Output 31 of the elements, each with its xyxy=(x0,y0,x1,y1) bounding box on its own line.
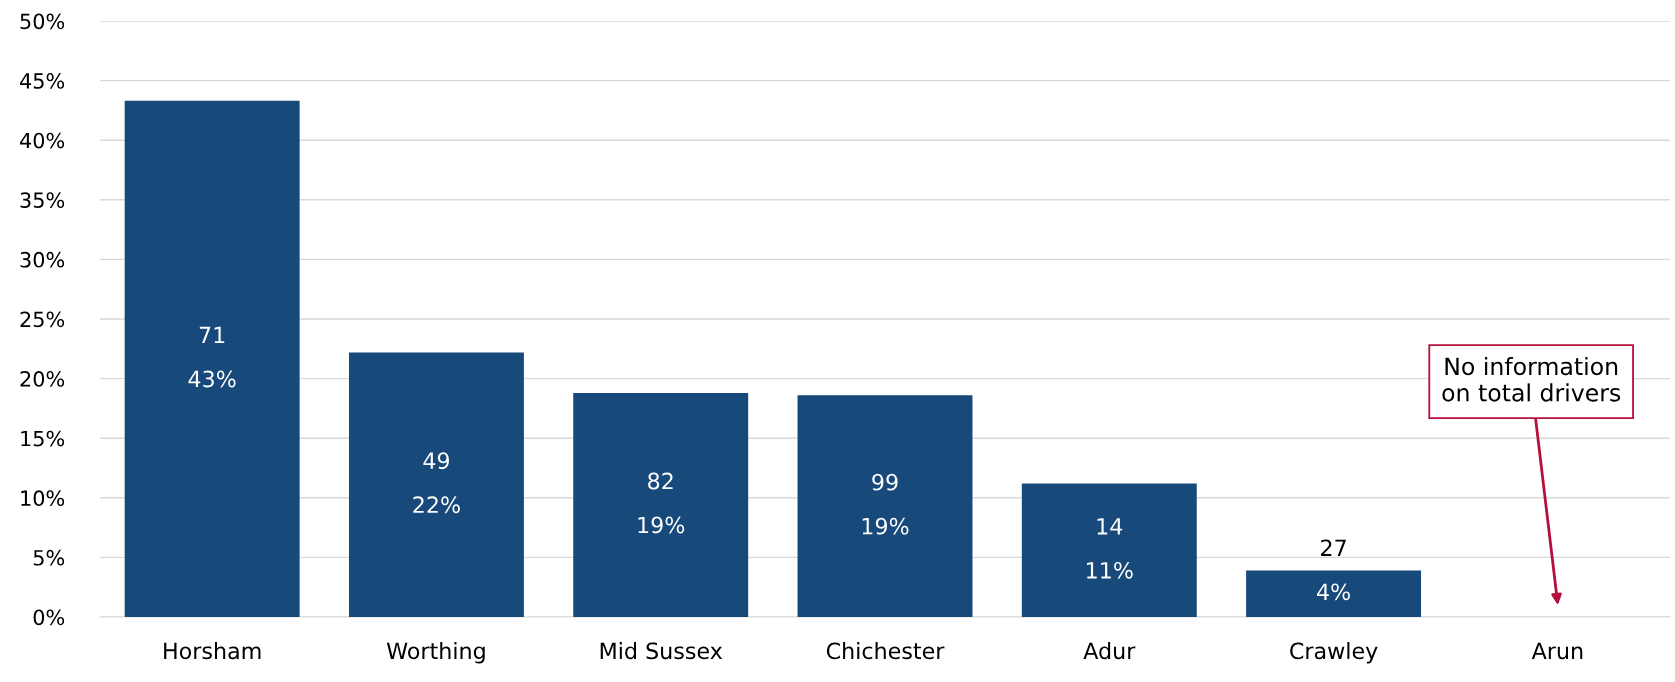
y-tick-label: 30% xyxy=(20,251,65,268)
bar xyxy=(797,395,973,617)
x-tick-label: Adur xyxy=(1083,642,1136,660)
text: 82 19% xyxy=(638,472,685,534)
x-tick-label: Chichester xyxy=(826,642,945,660)
bar xyxy=(1021,483,1197,617)
text: 49 22% xyxy=(413,452,460,514)
x-tick-label: Crawley xyxy=(1290,642,1378,664)
y-tick-label: 5% xyxy=(33,549,65,566)
x-tick-label: Mid Sussex xyxy=(600,642,723,660)
y-tick-label: 15% xyxy=(21,430,65,447)
bar xyxy=(124,100,300,617)
y-tick-label: 25% xyxy=(20,311,65,328)
annotation: No information on total drivers xyxy=(1442,356,1621,402)
y-tick-label: 50% xyxy=(20,13,65,30)
y-tick-label: 0% xyxy=(33,609,65,626)
y-tick-label: 20% xyxy=(20,371,65,387)
text: 71 43% xyxy=(188,326,236,388)
x-tick-label: Arun xyxy=(1531,642,1583,660)
y-tick-label: 45% xyxy=(19,73,65,89)
bar xyxy=(573,392,749,617)
x-tick-label: Worthing xyxy=(386,642,485,664)
text: 99 19% xyxy=(862,473,909,535)
bar xyxy=(348,352,524,617)
bar xyxy=(1246,570,1422,617)
text: 14 11% xyxy=(1087,518,1133,579)
text: 27 4% xyxy=(1317,539,1350,601)
y-tick-label: 40% xyxy=(19,132,65,149)
x-tick-label: Horsham xyxy=(164,642,261,660)
y-tick-label: 35% xyxy=(20,192,65,209)
y-tick-label: 10% xyxy=(21,490,65,507)
